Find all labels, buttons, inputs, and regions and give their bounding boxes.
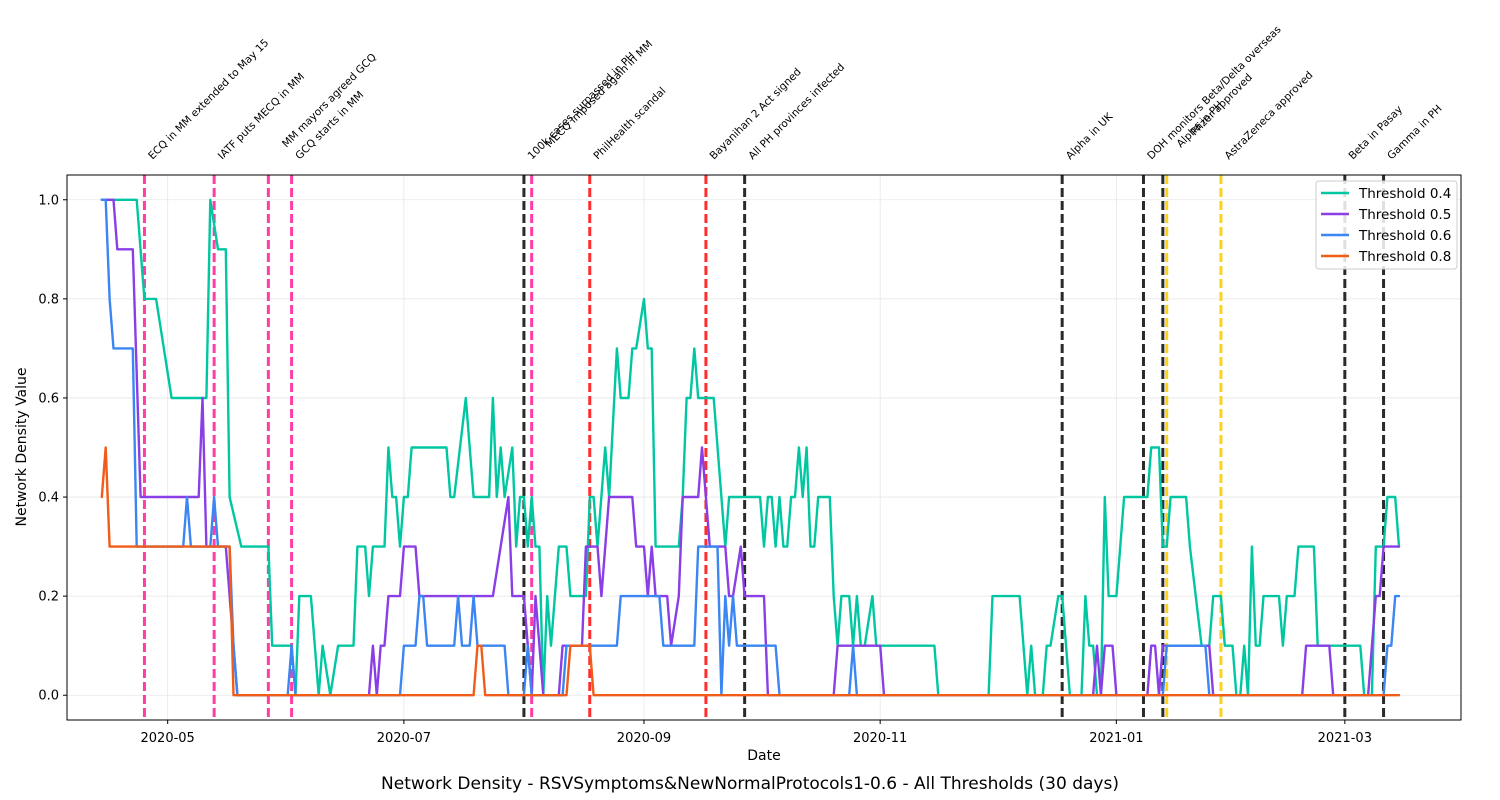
x-axis-ticks: 2020-05 2020-07 2020-09 2020-11 2021-01 2021-… (141, 720, 1372, 746)
event-label: ECQ in MM extended to May 15 (146, 37, 271, 162)
y-tick-label: 0.8 (38, 292, 59, 307)
legend-label: Threshold 0.4 (1358, 186, 1451, 202)
x-tick-label: 2020-07 (377, 731, 431, 746)
series-line (100, 198, 1401, 697)
x-tick-label: 2020-09 (617, 731, 671, 746)
event-label: MM mayors agreed GCQ (280, 51, 379, 150)
x-tick-label: 2020-05 (141, 731, 195, 746)
series-line (100, 198, 1401, 697)
chart-title: Network Density - RSVSymptoms&NewNormalP… (381, 774, 1119, 794)
y-axis-title: Network Density Value (14, 367, 30, 526)
y-tick-label: 0.2 (38, 590, 59, 605)
y-tick-label: 1.0 (38, 193, 59, 208)
series-line (100, 446, 1401, 697)
event-label: DOH monitors Beta/Delta overseas (1145, 24, 1283, 162)
y-tick-label: 0.4 (38, 491, 59, 506)
grid (67, 175, 1461, 720)
y-axis-ticks: 0.0 0.2 0.4 0.6 0.8 1.0 (38, 193, 67, 704)
x-tick-label: 2021-01 (1089, 731, 1143, 746)
x-tick-label: 2020-11 (853, 731, 907, 746)
legend-label: Threshold 0.8 (1358, 249, 1451, 265)
event-label: MECQ imposed again in MM (543, 38, 655, 150)
series-lines (100, 198, 1401, 697)
event-label: Alpha in UK (1064, 110, 1116, 162)
y-tick-label: 0.0 (38, 689, 59, 704)
legend-label: Threshold 0.6 (1358, 228, 1451, 244)
y-tick-label: 0.6 (38, 391, 59, 406)
legend: Threshold 0.4 Threshold 0.5 Threshold 0.6 T… (1315, 180, 1458, 270)
x-axis-title: Date (747, 748, 780, 764)
plot-frame (66, 174, 1462, 721)
legend-label: Threshold 0.5 (1358, 207, 1451, 223)
series-line (100, 198, 1401, 697)
x-tick-label: 2021-03 (1318, 731, 1372, 746)
legend-box (1315, 180, 1458, 270)
